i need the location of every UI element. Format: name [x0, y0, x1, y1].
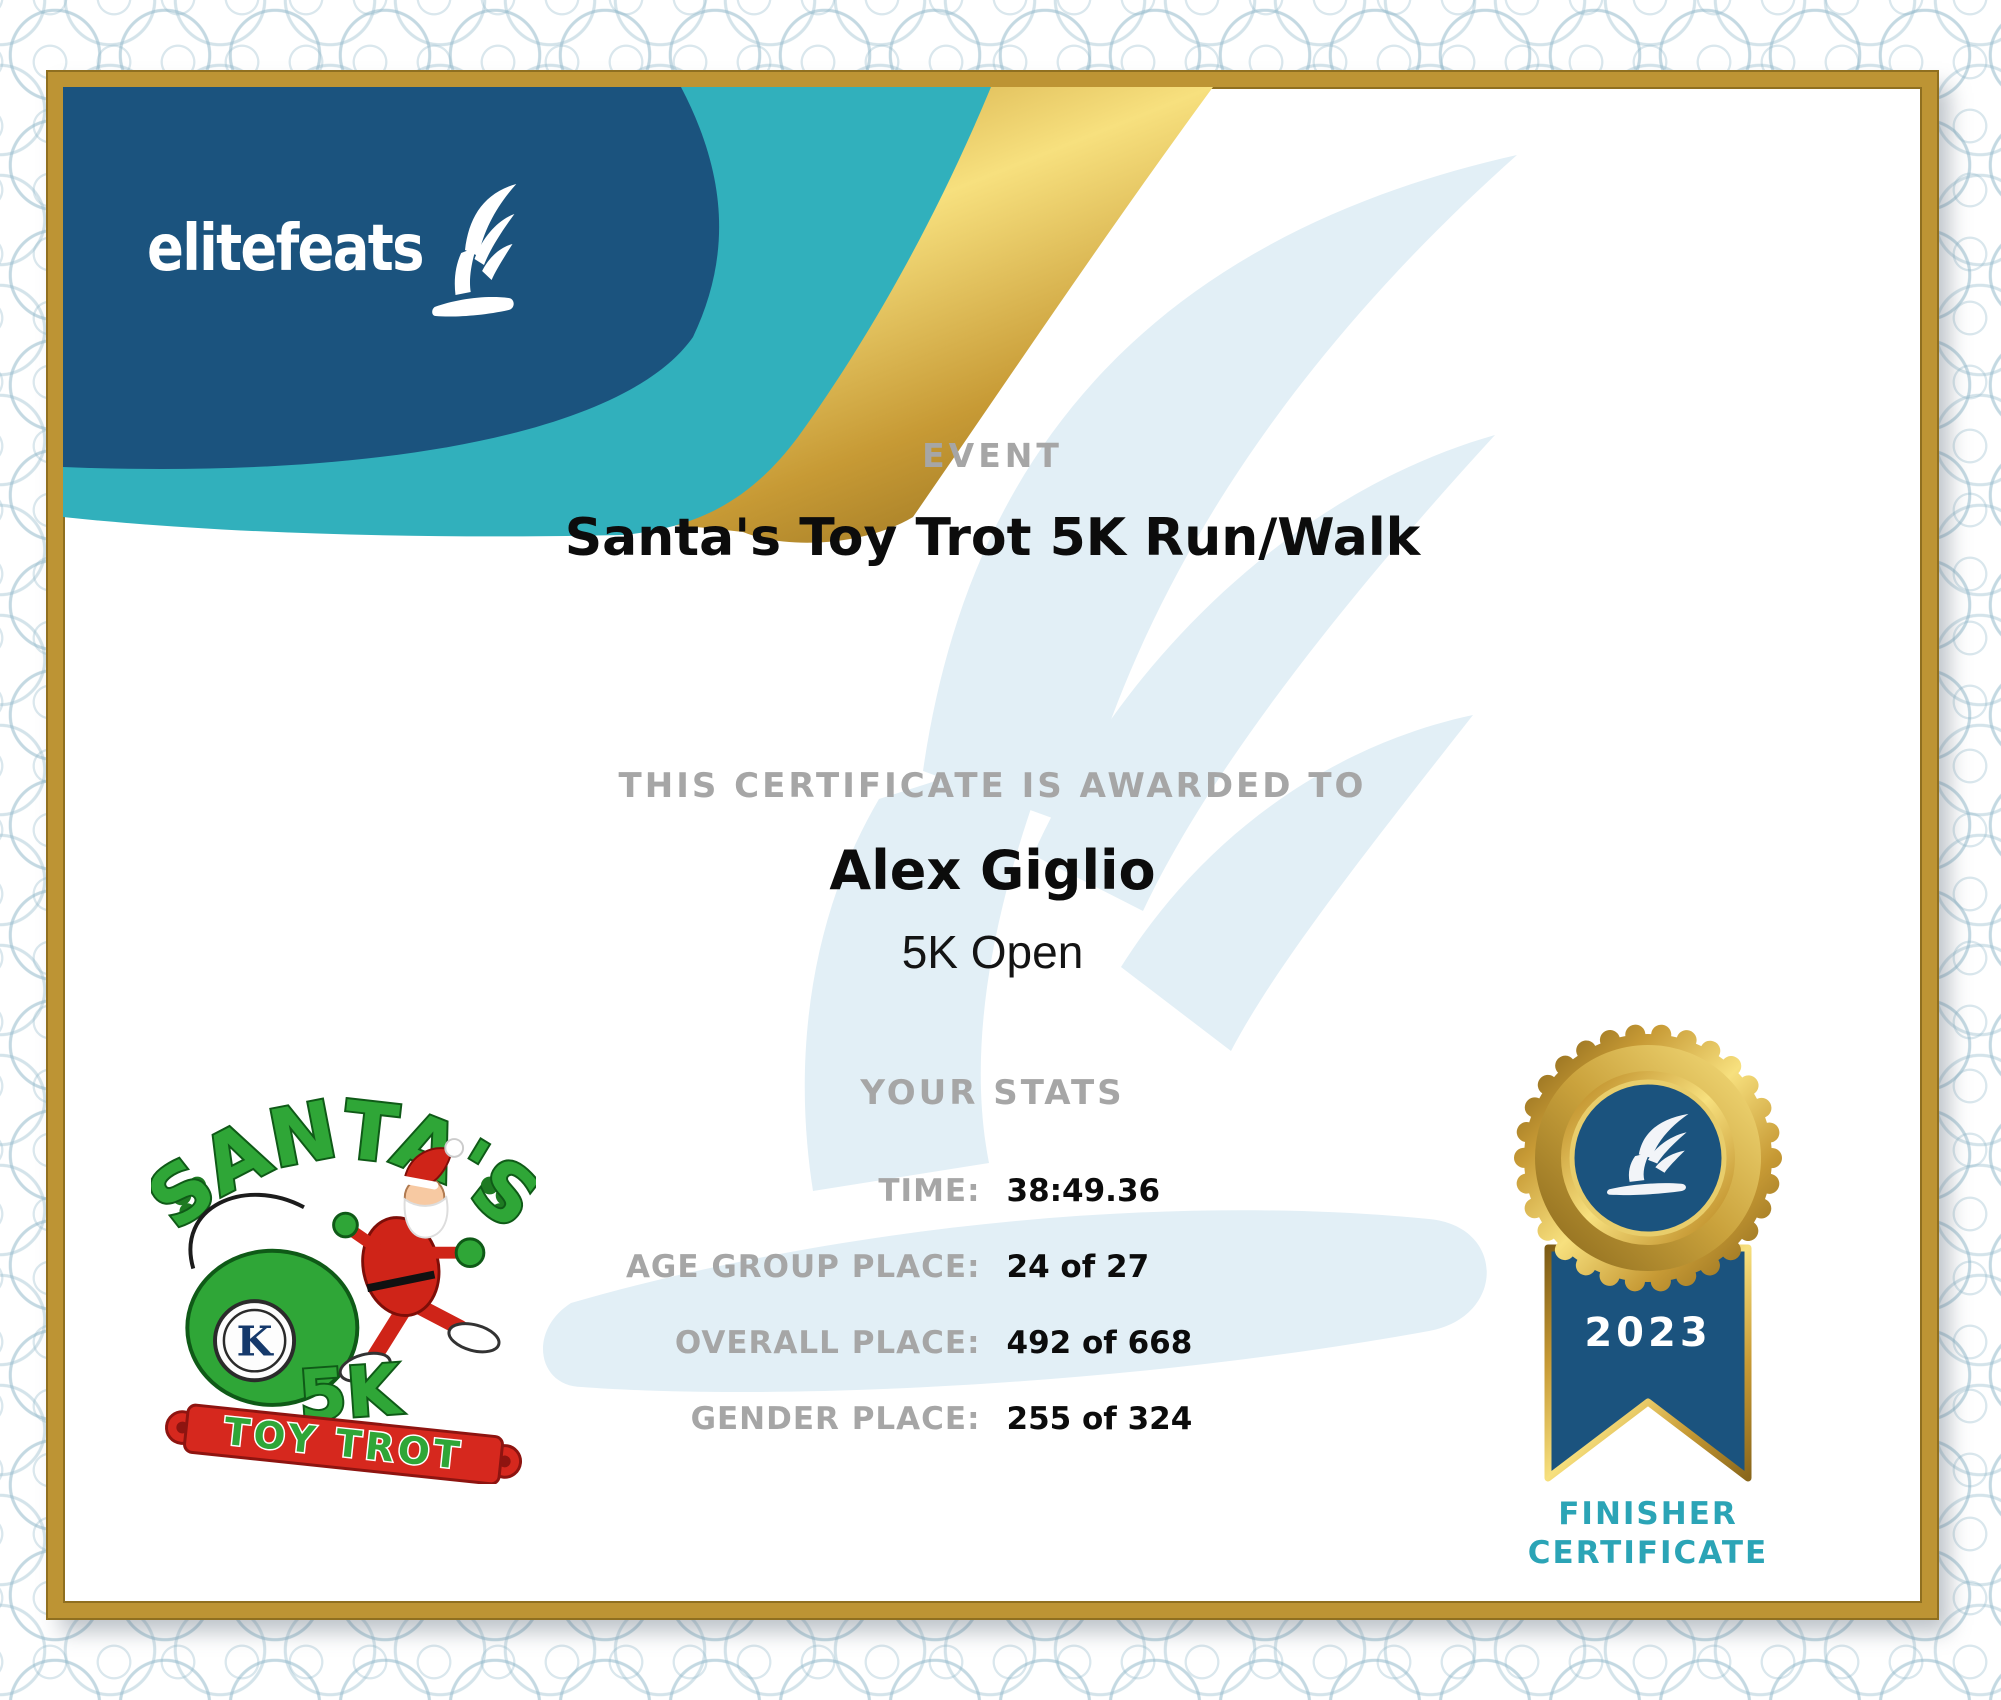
- medal-ribbon: [1544, 1244, 1752, 1482]
- certificate-frame: elitefeats EVENT Santa's Toy Trot 5K Run…: [48, 72, 1937, 1618]
- finisher-certificate-label: FINISHER CERTIFICATE: [1498, 1495, 1798, 1573]
- finisher-medal: 2023: [1514, 1024, 1782, 1482]
- sack-rope: [188, 1192, 305, 1270]
- stat-label-time: TIME:: [878, 1173, 981, 1209]
- recipient-name: Alex Giglio: [829, 839, 1156, 902]
- holly-decoration: [171, 1176, 516, 1220]
- sponsor-initial: K: [237, 1317, 275, 1366]
- event-label: EVENT: [922, 436, 1063, 475]
- medal-year: 2023: [1584, 1310, 1711, 1356]
- stat-label-age-group-place: AGE GROUP PLACE:: [625, 1249, 981, 1285]
- certificate-body: elitefeats EVENT Santa's Toy Trot 5K Run…: [63, 87, 1922, 1603]
- your-stats-label: YOUR STATS: [860, 1073, 1125, 1113]
- awarded-to-label: THIS CERTIFICATE IS AWARDED TO: [618, 766, 1367, 806]
- event-logo-santas-toy-trot: SANTA'S K: [151, 1081, 536, 1484]
- event-title: Santa's Toy Trot 5K Run/Walk: [564, 508, 1421, 568]
- stat-label-gender-place: GENDER PLACE:: [690, 1401, 981, 1437]
- brand-logo-text: elitefeats: [147, 212, 424, 286]
- santa-figure: [332, 1138, 501, 1383]
- race-division: 5K Open: [901, 926, 1084, 978]
- brand-logo: elitefeats: [147, 184, 522, 331]
- stat-value-time: 38:49.36: [1006, 1173, 1161, 1209]
- stat-value-overall-place: 492 of 668: [1006, 1325, 1193, 1361]
- medal-rosette: [1514, 1024, 1782, 1292]
- finisher-line1: FINISHER: [1558, 1496, 1738, 1532]
- winged-foot-icon: [432, 184, 517, 317]
- stat-label-overall-place: OVERALL PLACE:: [674, 1325, 981, 1361]
- stat-value-age-group-place: 24 of 27: [1006, 1249, 1150, 1285]
- sponsor-badge: K: [213, 1299, 297, 1383]
- stats-table: TIME: 38:49.36 AGE GROUP PLACE: 24 of 27…: [63, 1153, 1922, 1457]
- finisher-line2: CERTIFICATE: [1527, 1535, 1769, 1571]
- stat-value-gender-place: 255 of 324: [1006, 1401, 1193, 1437]
